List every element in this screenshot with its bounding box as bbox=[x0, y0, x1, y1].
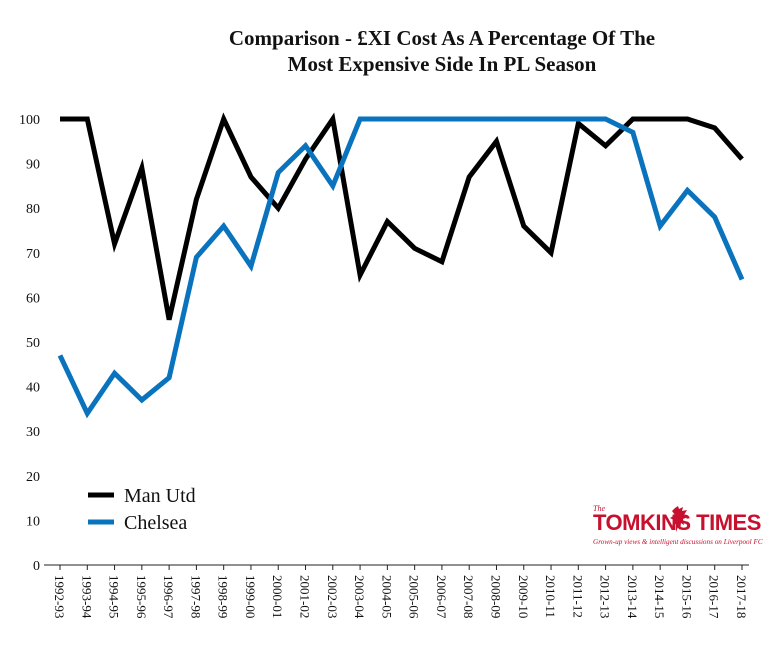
x-tick-label: 2017-18 bbox=[734, 575, 749, 618]
y-tick-label: 40 bbox=[26, 381, 40, 396]
chart-title-line-2: Most Expensive Side In PL Season bbox=[287, 52, 597, 76]
series-line-chelsea bbox=[57, 116, 745, 419]
x-tick-label: 1994-95 bbox=[107, 575, 122, 618]
x-tick-label: 2015-16 bbox=[679, 575, 694, 619]
tomkins-times-logo: The TOMKINS TIMES Grown-up views & intel… bbox=[593, 504, 763, 555]
logo-the-text: The bbox=[593, 504, 605, 513]
y-tick-label: 100 bbox=[19, 113, 40, 128]
x-tick-label: 2012-13 bbox=[598, 575, 613, 618]
y-tick-label: 90 bbox=[26, 158, 40, 173]
y-tick-label: 0 bbox=[33, 559, 40, 574]
logo-tagline: Grown-up views & intelligent discussions… bbox=[593, 538, 763, 546]
y-tick-label: 60 bbox=[26, 291, 40, 306]
legend-label: Man Utd bbox=[124, 485, 196, 507]
chart-title-line-1: Comparison - £XI Cost As A Percentage Of… bbox=[228, 26, 656, 50]
x-tick-label: 2005-06 bbox=[407, 575, 422, 619]
y-tick-label: 50 bbox=[26, 336, 40, 351]
x-tick-label: 2010-11 bbox=[543, 575, 558, 618]
x-tick-label: 2002-03 bbox=[325, 575, 340, 618]
x-tick-label: 2014-15 bbox=[652, 575, 667, 618]
legend: Man Utd Chelsea bbox=[88, 485, 196, 534]
y-tick-label: 20 bbox=[26, 470, 40, 485]
x-tick-label: 1999-00 bbox=[243, 575, 258, 618]
axes: 0 10 20 30 40 50 60 70 80 90 100 1992-93 1993-94 1994… bbox=[19, 113, 749, 619]
legend-label: Chelsea bbox=[124, 512, 187, 534]
y-tick-label: 80 bbox=[26, 202, 40, 217]
x-tick-label: 2013-14 bbox=[625, 575, 640, 619]
x-tick-label: 2003-04 bbox=[352, 575, 367, 619]
x-tick-label: 2009-10 bbox=[516, 575, 531, 618]
liverbird-icon bbox=[670, 506, 688, 532]
x-tick-label: 2011-12 bbox=[570, 575, 585, 618]
x-tick-label: 1998-99 bbox=[216, 575, 231, 618]
x-tick-label: 1993-94 bbox=[79, 575, 94, 619]
y-tick-label: 70 bbox=[26, 247, 40, 262]
x-tick-label: 2007-08 bbox=[461, 575, 476, 618]
series-layer bbox=[57, 112, 745, 419]
x-tick-label: 1997-98 bbox=[188, 575, 203, 618]
x-tick-label: 1996-97 bbox=[161, 575, 176, 619]
x-tick-label: 2000-01 bbox=[270, 575, 285, 618]
x-tick-label: 2016-17 bbox=[707, 575, 722, 619]
x-tick-label: 1992-93 bbox=[52, 575, 67, 618]
x-tick-label: 2004-05 bbox=[379, 575, 394, 618]
x-tick-label: 2001-02 bbox=[298, 575, 313, 618]
x-tick-label: 2006-07 bbox=[434, 575, 449, 619]
y-tick-label: 30 bbox=[26, 425, 40, 440]
y-tick-label: 10 bbox=[26, 514, 40, 529]
series-line-man-utd bbox=[60, 112, 744, 321]
x-tick-label: 1995-96 bbox=[134, 575, 149, 619]
x-tick-label: 2008-09 bbox=[488, 575, 503, 618]
